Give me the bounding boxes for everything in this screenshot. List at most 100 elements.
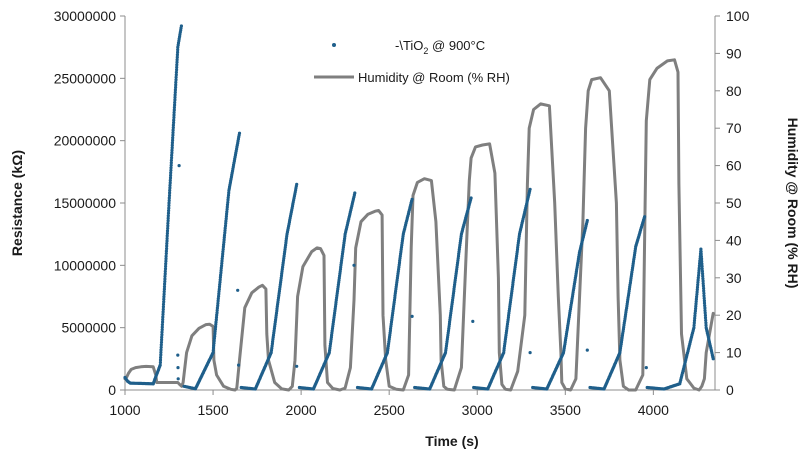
resistance-point [175,65,179,69]
x-tick-label: 3500 [550,402,581,418]
legend-label-humidity: Humidity @ Room (% RH) [358,70,510,85]
resistance-point [218,275,222,279]
resistance-point [352,263,356,267]
resistance-point [220,264,224,268]
y-left-tick-label: 0 [108,382,116,398]
resistance-point [700,269,705,273]
resistance-point [225,207,229,211]
resistance-point [159,343,163,347]
resistance-point [222,243,226,247]
resistance-point [703,311,707,315]
resistance-point [170,143,174,147]
resistance-point [295,364,299,368]
resistance-point [162,300,166,304]
resistance-point [704,321,708,325]
resistance-point [215,306,219,310]
resistance-point [702,296,706,300]
resistance-point [703,306,707,310]
resistance-point [711,357,715,361]
resistance-point [702,291,706,295]
y-left-tick-label: 30000000 [54,8,117,24]
resistance-point [160,335,164,339]
resistance-point [213,332,217,336]
resistance-point [174,73,178,77]
resistance-point [585,218,589,223]
resistance-point [701,279,705,283]
resistance-point [221,252,225,256]
resistance-point [216,297,220,301]
axes-layer: 1000 1500 2000 2500 3000 3500 4000050000001000… [54,8,750,418]
resistance-point [213,329,217,334]
resistance-point [702,301,707,305]
resistance-point [176,377,180,381]
resistance-point [212,341,216,345]
resistance-point [163,277,167,281]
resistance-point [217,292,221,296]
resistance-point [226,196,230,200]
resistance-point [174,75,178,79]
y-left-tick-label: 20000000 [54,133,117,149]
resistance-point [221,245,225,249]
resistance-point [694,307,698,311]
x-tick-label: 4000 [638,402,669,418]
resistance-point [162,297,166,301]
resistance-point [224,221,228,225]
x-tick-label: 3000 [462,402,493,418]
resistance-point [171,123,175,127]
y-right-tick-label: 10 [726,345,742,361]
y-right-tick-label: 50 [726,195,742,211]
resistance-point [171,138,175,142]
resistance-point [218,280,222,284]
x-tick-label: 2500 [374,402,405,418]
resistance-point [169,171,173,175]
resistance-point [216,299,220,303]
resistance-point [701,274,705,278]
resistance-point [214,318,218,322]
resistance-point [173,98,177,102]
resistance-point [219,268,223,272]
resistance-point [175,58,179,62]
resistance-point [165,244,169,248]
resistance-point [167,193,172,198]
resistance-point [703,316,708,320]
resistance-point [702,294,706,298]
y-right-tick-label: 80 [726,83,742,99]
resistance-point [223,228,227,233]
resistance-point [237,363,241,367]
resistance-point [695,295,699,299]
resistance-point [171,136,175,140]
resistance-point [172,118,176,122]
resistance-point [217,294,221,298]
x-tick-label: 2000 [286,402,317,418]
resistance-point [165,229,170,233]
resistance-point [295,182,299,186]
resistance-point [168,183,172,187]
resistance-point [410,197,414,201]
resistance-point [167,201,171,205]
resistance-point [212,339,216,343]
resistance-point [213,334,217,338]
resistance-point [703,313,708,317]
resistance-point [703,304,707,308]
resistance-point [170,151,174,155]
resistance-point [227,191,231,195]
resistance-point [697,271,701,275]
resistance-point [169,173,173,177]
resistance-point [224,217,228,221]
resistance-point [161,312,165,316]
resistance-point [174,80,178,84]
resistance-point [174,70,178,74]
resistance-point [176,366,180,370]
resistance-point [173,88,177,92]
resistance-point [164,264,168,268]
resistance-point [218,282,222,287]
resistance-point [162,295,166,299]
resistance-point [162,287,166,291]
resistance-point [692,321,696,325]
resistance-point [170,156,174,160]
resistance-point [697,266,701,270]
resistance-point [223,231,227,235]
resistance-point [171,128,175,132]
